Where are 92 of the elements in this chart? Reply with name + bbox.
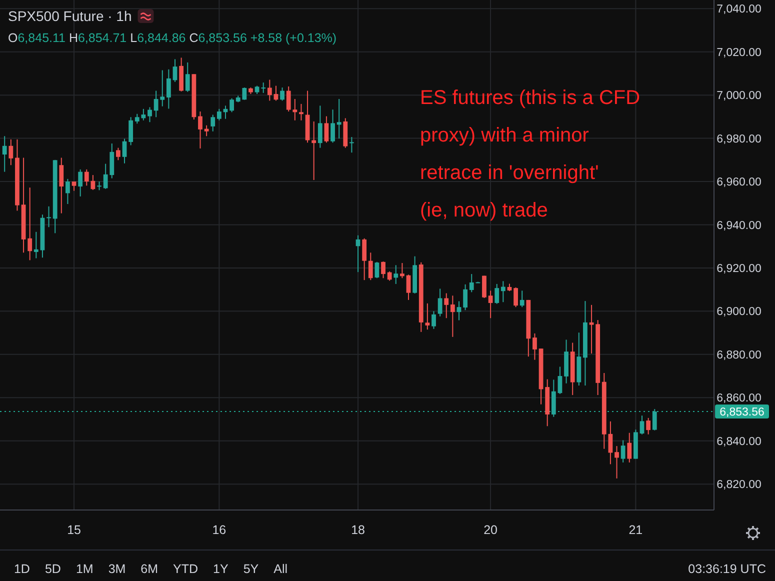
candlestick	[400, 262, 404, 279]
candlestick	[368, 252, 373, 281]
candlestick	[198, 111, 202, 149]
candlestick	[261, 82, 266, 94]
candlestick	[463, 284, 468, 311]
y-tick-label: 7,020.00	[716, 46, 762, 59]
y-tick-label: 6,840.00	[716, 436, 762, 448]
candlestick	[28, 187, 32, 261]
candlestick	[620, 440, 626, 463]
candlestick	[646, 417, 651, 435]
candlestick	[185, 62, 190, 92]
candlestick	[488, 290, 493, 319]
candlestick	[46, 206, 51, 228]
text: 5Y	[243, 562, 260, 576]
y-tick-label: 6,820.00	[716, 479, 762, 492]
text: 3M	[108, 562, 126, 576]
candlestick	[387, 270, 392, 282]
y-tick-label: 6,920.00	[716, 262, 762, 275]
text: 1Y	[213, 562, 229, 576]
y-tick-label: 6,940.00	[716, 220, 762, 232]
x-tick-label: 21	[628, 523, 643, 537]
candlestick	[532, 332, 537, 360]
candlestick	[59, 157, 64, 214]
text: 03:36:19 UTC	[688, 562, 766, 576]
text: 6M	[140, 562, 158, 576]
candlestick	[494, 283, 500, 304]
candlestick	[514, 286, 518, 308]
candlestick	[381, 260, 386, 279]
candlestick	[456, 300, 462, 321]
y-tick-label: 6,980.00	[716, 133, 762, 146]
candlestick	[116, 147, 120, 161]
candlestick	[280, 87, 284, 102]
candlestick	[614, 446, 619, 479]
candlestick	[318, 105, 322, 148]
candlestick	[72, 181, 76, 192]
candlestick	[330, 109, 335, 144]
candlestick	[8, 138, 14, 166]
candlestick	[362, 238, 367, 281]
y-tick-label: 6,960.00	[716, 176, 762, 189]
candlestick	[406, 274, 411, 300]
y-tick-label: 7,040.00	[716, 4, 762, 16]
candlestick	[520, 290, 524, 308]
candlestick	[128, 116, 134, 146]
annotation: ES futures (this is a CFD proxy) with a minor retrace in 'overnight' (ie, now) trade	[420, 87, 640, 222]
candlestick	[78, 168, 83, 197]
candlestick	[172, 58, 178, 82]
candlestick	[66, 178, 70, 204]
candlestick	[2, 136, 7, 172]
text: 5D	[44, 562, 61, 576]
text: 1D	[14, 562, 30, 576]
candlestick	[210, 114, 216, 132]
y-tick-label: 7,000.00	[716, 90, 762, 102]
candlestick	[312, 120, 316, 181]
text: YTD	[173, 562, 198, 576]
text: SPX500 Future · 1h	[8, 8, 132, 24]
candlestick	[230, 98, 234, 113]
candlestick	[482, 275, 486, 299]
text: O6,845.11 H6,854.71 L6,844.86 C6,853.56 +8.58 (+0.13%)	[8, 31, 337, 45]
candlestick	[34, 231, 38, 259]
y-tick-label: 6,900.00	[716, 306, 762, 318]
candlestick	[336, 98, 342, 140]
ref-line-label: 6,853.56	[720, 406, 764, 419]
candlestick	[324, 116, 329, 144]
y-tick-label: 6,880.00	[716, 349, 762, 362]
candlestick	[450, 295, 455, 338]
candlestick	[432, 310, 436, 330]
candlestick	[640, 415, 644, 435]
candlestick	[350, 136, 354, 154]
x-tick-label: 15	[67, 523, 82, 537]
candlestick	[558, 366, 562, 394]
candlestick	[500, 280, 506, 303]
candlestick	[438, 288, 442, 317]
candlestick	[267, 79, 272, 102]
candlestick	[84, 168, 89, 186]
candlestick	[444, 292, 449, 319]
candlestick	[374, 261, 380, 279]
candlestick	[148, 106, 152, 123]
candlestick	[394, 264, 398, 284]
candlestick	[122, 138, 127, 164]
x-tick-label: 18	[351, 523, 366, 537]
candlestick	[425, 302, 430, 330]
text: 1M	[76, 562, 94, 576]
text: All	[274, 562, 288, 576]
candlestick	[299, 103, 304, 121]
candlestick	[627, 432, 632, 463]
candlestick	[216, 108, 222, 121]
x-tick-label: 16	[212, 523, 226, 537]
y-tick-label: 6,860.00	[716, 392, 762, 405]
candlestick	[589, 304, 594, 354]
candlestick	[166, 68, 171, 110]
x-tick-label: 20	[484, 523, 498, 537]
candlestick	[204, 124, 209, 137]
